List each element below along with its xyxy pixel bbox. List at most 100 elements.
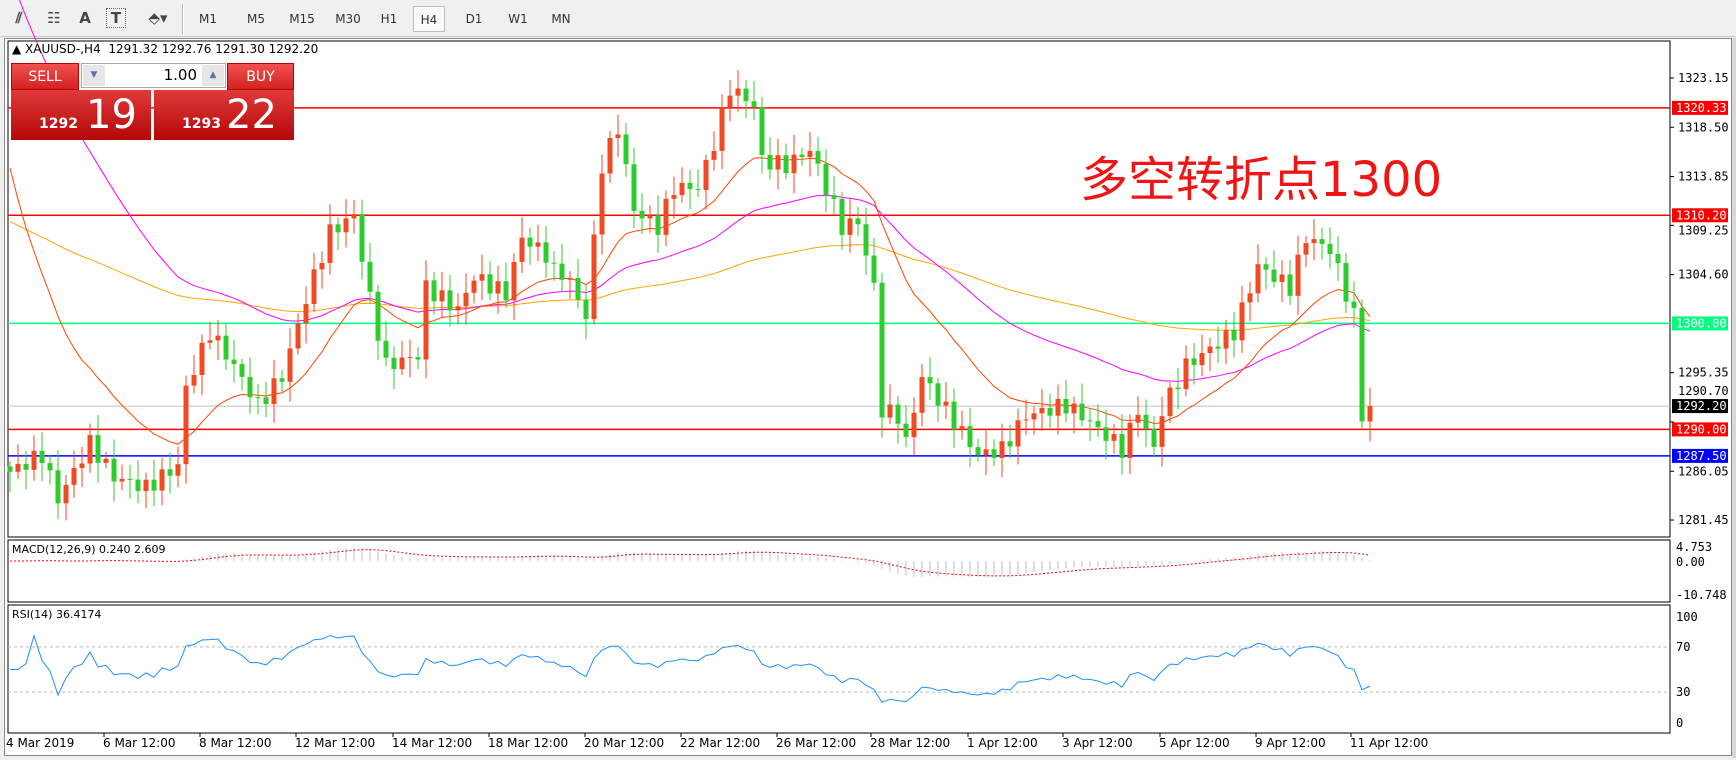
timeframe-m30[interactable]: M30 bbox=[335, 12, 361, 26]
bearish-candle bbox=[831, 195, 837, 199]
rsi-tick-label: 30 bbox=[1676, 685, 1690, 699]
bullish-candle bbox=[567, 277, 573, 280]
lot-size-input[interactable]: 1.00 bbox=[163, 66, 197, 84]
bullish-candle bbox=[1295, 254, 1301, 296]
bullish-candle bbox=[63, 484, 69, 504]
toolbar: ⫽ ☷ A T ⬘▾ M1 M5 M15 M30 H1 H4 D1 W1 MN bbox=[0, 0, 1736, 37]
time-tick-label: 14 Mar 12:00 bbox=[392, 736, 473, 750]
price-level-badge bbox=[1672, 399, 1728, 414]
bullish-candle bbox=[1127, 422, 1133, 458]
main-chart-frame bbox=[7, 40, 1671, 538]
bullish-candle bbox=[271, 378, 277, 404]
bearish-candle bbox=[231, 359, 237, 365]
bullish-candle bbox=[1207, 346, 1213, 353]
bearish-candle bbox=[1095, 421, 1101, 428]
bullish-candle bbox=[319, 262, 325, 270]
price-tick-label: 1323.15 bbox=[1678, 71, 1729, 85]
bearish-candle bbox=[447, 290, 453, 311]
timeframe-m5[interactable]: M5 bbox=[247, 12, 265, 26]
bearish-candle bbox=[383, 340, 389, 358]
bullish-candle bbox=[791, 154, 797, 174]
bearish-candle bbox=[127, 478, 133, 480]
bearish-candle bbox=[279, 378, 285, 382]
text-icon[interactable]: A bbox=[79, 9, 91, 27]
bullish-candle bbox=[303, 304, 309, 324]
price-level-label: 1292.20 bbox=[1676, 399, 1727, 413]
fast-moving-average bbox=[9, 157, 1371, 445]
text-label-icon[interactable]: T bbox=[106, 8, 126, 28]
sell-button[interactable]: SELL bbox=[11, 63, 79, 90]
timeframe-m15[interactable]: M15 bbox=[289, 12, 315, 26]
bullish-candle bbox=[295, 323, 301, 349]
bullish-candle bbox=[191, 374, 197, 386]
bearish-candle bbox=[743, 88, 749, 102]
bearish-candle bbox=[151, 479, 157, 491]
buy-price-prefix: 1293 bbox=[182, 116, 221, 132]
indicators-icon[interactable]: ⫽ bbox=[15, 9, 23, 27]
bullish-candle bbox=[31, 450, 37, 470]
increase-lot-icon[interactable]: ▲ bbox=[202, 65, 224, 86]
bearish-candle bbox=[879, 282, 885, 418]
bullish-candle bbox=[999, 441, 1005, 458]
price-level-label: 1290.00 bbox=[1676, 422, 1727, 436]
timeframe-h4[interactable]: H4 bbox=[413, 6, 445, 32]
bearish-candle bbox=[783, 155, 789, 174]
bullish-candle bbox=[1031, 413, 1037, 420]
chart-window[interactable] bbox=[4, 38, 1732, 756]
sell-price-button[interactable]: 1292 19 bbox=[11, 90, 151, 140]
timeframe-w1[interactable]: W1 bbox=[508, 12, 528, 26]
bearish-candle bbox=[1215, 346, 1221, 349]
bearish-candle bbox=[55, 470, 61, 504]
bearish-candle bbox=[167, 469, 173, 476]
buy-price-button[interactable]: 1293 22 bbox=[154, 90, 294, 140]
lot-size-stepper[interactable]: ▼ 1.00 ▲ bbox=[81, 63, 226, 88]
time-tick-label: 20 Mar 12:00 bbox=[584, 736, 665, 750]
bullish-candle bbox=[463, 292, 469, 307]
timeframe-mn[interactable]: MN bbox=[551, 12, 571, 26]
time-tick-label: 3 Apr 12:00 bbox=[1062, 736, 1133, 750]
bearish-candle bbox=[375, 291, 381, 341]
bearish-candle bbox=[871, 255, 877, 283]
bullish-candle bbox=[159, 469, 165, 491]
bearish-candle bbox=[543, 242, 549, 263]
bullish-candle bbox=[703, 159, 709, 191]
bullish-candle bbox=[943, 401, 949, 406]
timeframe-m1[interactable]: M1 bbox=[199, 12, 217, 26]
bearish-candle bbox=[1327, 243, 1333, 255]
periods-separator-icon[interactable]: ☷ bbox=[47, 9, 60, 27]
separator bbox=[182, 4, 184, 34]
bearish-candle bbox=[1143, 414, 1149, 429]
bullish-candle bbox=[119, 478, 125, 482]
price-tick-label: 1286.05 bbox=[1678, 464, 1729, 478]
bullish-candle bbox=[439, 290, 445, 302]
bearish-candle bbox=[23, 463, 29, 470]
slow-moving-average bbox=[9, 221, 1371, 331]
bullish-candle bbox=[79, 463, 85, 469]
bullish-candle bbox=[591, 234, 597, 320]
buy-button[interactable]: BUY bbox=[227, 63, 294, 90]
bullish-candle bbox=[1303, 243, 1309, 255]
timeframe-h1[interactable]: H1 bbox=[380, 12, 398, 26]
bearish-candle bbox=[967, 426, 973, 448]
bullish-candle bbox=[519, 237, 525, 262]
bullish-candle bbox=[919, 377, 925, 413]
bearish-candle bbox=[1191, 358, 1197, 366]
arrows-icon[interactable]: ⬘▾ bbox=[148, 9, 168, 27]
price-tick-label: 1304.60 bbox=[1678, 268, 1729, 282]
decrease-lot-icon[interactable]: ▼ bbox=[83, 65, 105, 86]
macd-tick-label: 4.753 bbox=[1676, 540, 1712, 554]
bearish-candle bbox=[1103, 427, 1109, 441]
bearish-candle bbox=[1087, 420, 1093, 422]
bearish-candle bbox=[1287, 274, 1293, 296]
timeframe-d1[interactable]: D1 bbox=[465, 12, 483, 26]
bearish-candle bbox=[527, 237, 533, 247]
rsi-tick-label: 70 bbox=[1676, 640, 1690, 654]
bullish-candle bbox=[1071, 403, 1077, 414]
bearish-candle bbox=[247, 376, 253, 398]
bearish-candle bbox=[487, 274, 493, 294]
rsi-label: RSI(14) 36.4174 bbox=[12, 608, 102, 621]
bullish-candle bbox=[175, 464, 181, 476]
bullish-candle bbox=[495, 281, 501, 294]
bullish-candle bbox=[103, 458, 109, 463]
bullish-candle bbox=[311, 269, 317, 305]
